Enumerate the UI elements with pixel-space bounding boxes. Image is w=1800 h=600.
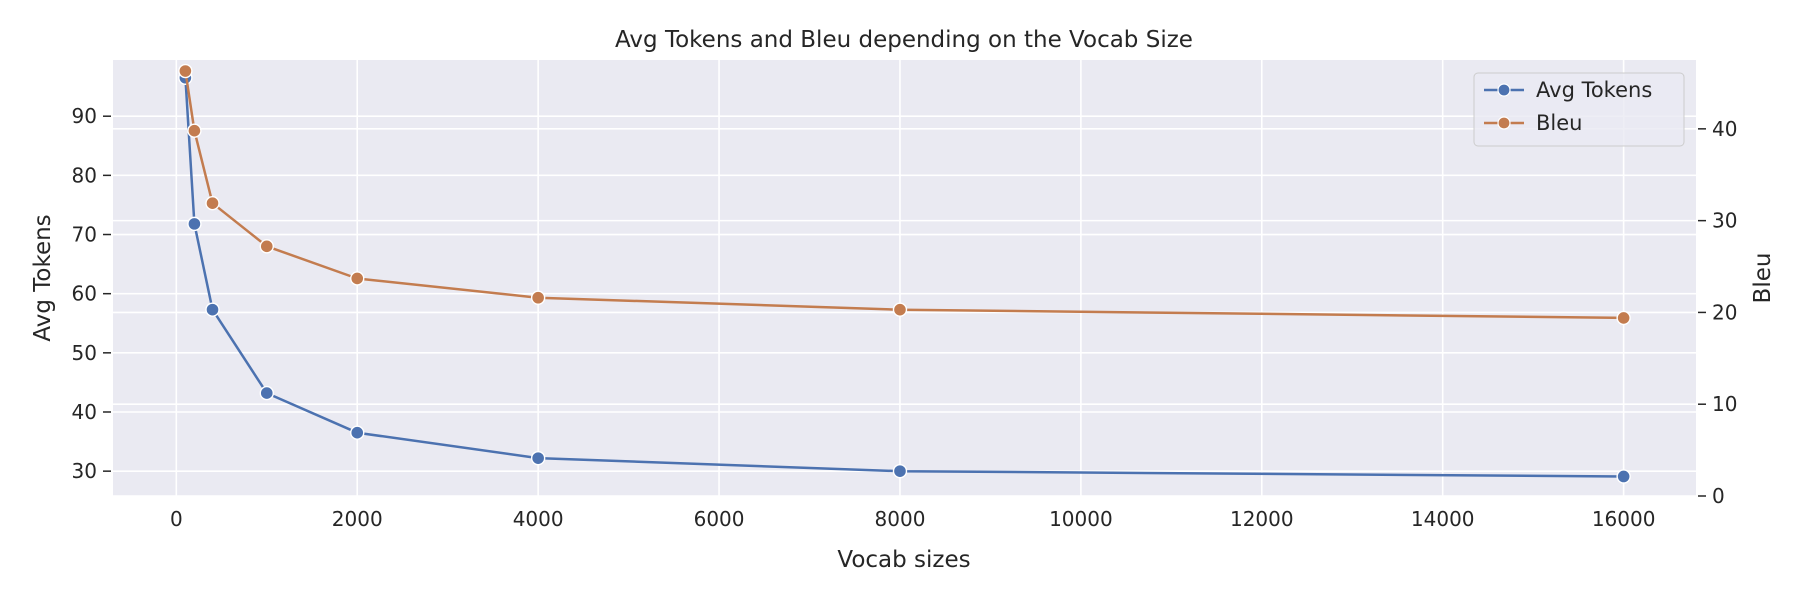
- data-point-avg-tokens: [205, 302, 220, 317]
- legend-entry-bleu: Bleu: [1484, 111, 1582, 135]
- series-line-avg-tokens: [184, 77, 1624, 478]
- data-point-avg-tokens: [1616, 469, 1631, 484]
- x-tick-label: 14000: [1411, 507, 1475, 531]
- y-right-tick-label: 30: [1712, 209, 1737, 233]
- series-layer: [178, 63, 1631, 484]
- y-left-tick-label: 30: [72, 459, 97, 483]
- data-point-bleu: [530, 290, 546, 305]
- x-tick-label: 10000: [1049, 507, 1113, 531]
- x-tick-label: 8000: [875, 507, 926, 531]
- legend-marker-bleu: [1497, 116, 1511, 130]
- x-tick-label: 12000: [1230, 507, 1294, 531]
- chart-title: Avg Tokens and Bleu depending on the Voc…: [615, 27, 1193, 53]
- y-left-tick-label: 40: [72, 400, 97, 424]
- data-point-avg-tokens: [259, 385, 274, 401]
- data-point-avg-tokens: [187, 216, 202, 232]
- y-left-tick-label: 70: [72, 223, 97, 247]
- y-right-tick-label: 0: [1712, 484, 1725, 508]
- data-point-avg-tokens: [892, 463, 908, 479]
- x-axis-title: Vocab sizes: [837, 547, 970, 573]
- data-point-bleu: [259, 239, 274, 254]
- y-left-tick-label: 90: [72, 104, 97, 128]
- series-line-bleu: [184, 70, 1624, 320]
- x-tick-label: 0: [170, 507, 183, 531]
- legend-entry-avg-tokens: Avg Tokens: [1484, 78, 1652, 102]
- plot-background: [113, 60, 1696, 496]
- y-left-tick-label: 60: [72, 282, 97, 306]
- tick-labels: 0 2000 4000 6000 8000 10000 12000 14000 16000 30 4…: [72, 104, 1738, 531]
- y-axis-left-title: Avg Tokens: [30, 214, 56, 341]
- y-left-tick-label: 80: [72, 163, 97, 187]
- x-tick-label: 6000: [694, 507, 745, 531]
- x-tick-label: 4000: [513, 507, 564, 531]
- legend-box: [1473, 72, 1685, 147]
- y-right-tick-label: 10: [1712, 392, 1737, 416]
- legend-label-avg-tokens: Avg Tokens: [1536, 78, 1652, 102]
- y-left-tick-label: 50: [72, 341, 97, 365]
- y-right-tick-label: 20: [1712, 300, 1737, 324]
- legend-label-bleu: Bleu: [1536, 111, 1582, 135]
- y-axis-right-title: Bleu: [1750, 253, 1776, 304]
- y-right-tick-label: 40: [1712, 117, 1737, 141]
- data-point-bleu: [892, 302, 908, 317]
- x-tick-label: 16000: [1592, 507, 1656, 531]
- legend: Avg Tokens Bleu: [1473, 72, 1685, 147]
- data-point-bleu: [187, 123, 202, 138]
- legend-marker-avg-tokens: [1497, 83, 1511, 97]
- data-point-avg-tokens: [350, 425, 365, 440]
- data-point-bleu: [1616, 310, 1631, 326]
- data-point-bleu: [205, 195, 220, 211]
- data-point-avg-tokens: [530, 450, 546, 466]
- data-point-bleu: [178, 63, 193, 79]
- data-point-bleu: [350, 271, 365, 286]
- x-tick-label: 2000: [332, 507, 383, 531]
